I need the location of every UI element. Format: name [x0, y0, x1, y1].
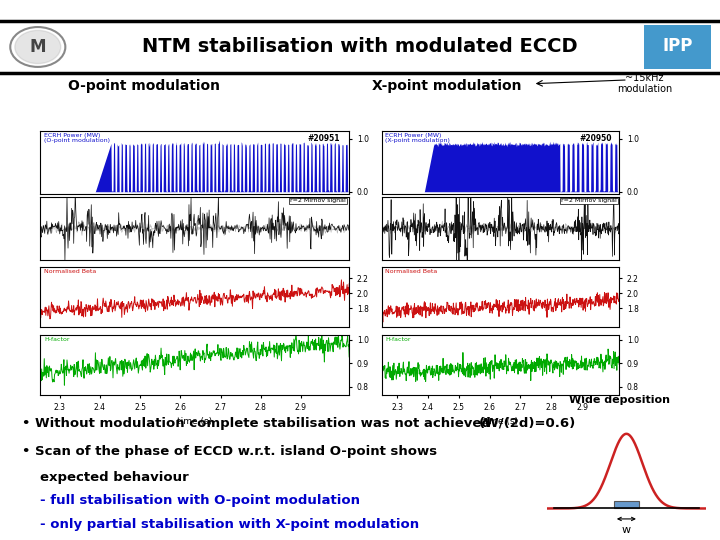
X-axis label: time (s): time (s) [483, 417, 518, 427]
Text: w: w [622, 525, 631, 535]
Text: • Without modulation complete stabilisation was not achieved: • Without modulation complete stabilisat… [22, 417, 500, 430]
Text: expected behaviour: expected behaviour [40, 471, 189, 484]
Text: • Scan of the phase of ECCD w.r.t. island O-point shows: • Scan of the phase of ECCD w.r.t. islan… [22, 446, 437, 458]
Text: NTM stabilisation with modulated ECCD: NTM stabilisation with modulated ECCD [142, 37, 578, 56]
Text: - only partial stabilisation with X-point modulation: - only partial stabilisation with X-poin… [40, 518, 419, 531]
Text: ~15kHz
modulation: ~15kHz modulation [617, 73, 672, 94]
Text: (W/(2d)=0.6): (W/(2d)=0.6) [479, 417, 576, 430]
Text: r=2 Mirnov signal: r=2 Mirnov signal [290, 199, 346, 204]
Bar [614, 501, 639, 509]
Text: X-point modulation: X-point modulation [372, 79, 521, 93]
Text: IPP: IPP [662, 37, 693, 55]
Text: Wide deposition: Wide deposition [569, 395, 670, 405]
Text: Normalised Beta: Normalised Beta [385, 268, 438, 274]
Text: r=2 Mirnov signal: r=2 Mirnov signal [561, 199, 617, 204]
Circle shape [15, 30, 60, 64]
Text: O-point modulation: O-point modulation [68, 79, 220, 93]
Text: H-factor: H-factor [385, 336, 410, 342]
Text: - full stabilisation with O-point modulation: - full stabilisation with O-point modula… [40, 494, 359, 507]
Text: #20951: #20951 [307, 134, 340, 143]
Text: M: M [30, 38, 46, 56]
Text: ECRH Power (MW)
(O-point modulation): ECRH Power (MW) (O-point modulation) [44, 133, 110, 144]
FancyBboxPatch shape [644, 25, 711, 69]
Text: ECRH Power (MW)
(X-point modulation): ECRH Power (MW) (X-point modulation) [385, 133, 450, 144]
Text: #20950: #20950 [580, 134, 612, 143]
X-axis label: time (s): time (s) [177, 417, 212, 427]
Text: Normalised Beta: Normalised Beta [44, 268, 96, 274]
Text: H-factor: H-factor [44, 336, 70, 342]
